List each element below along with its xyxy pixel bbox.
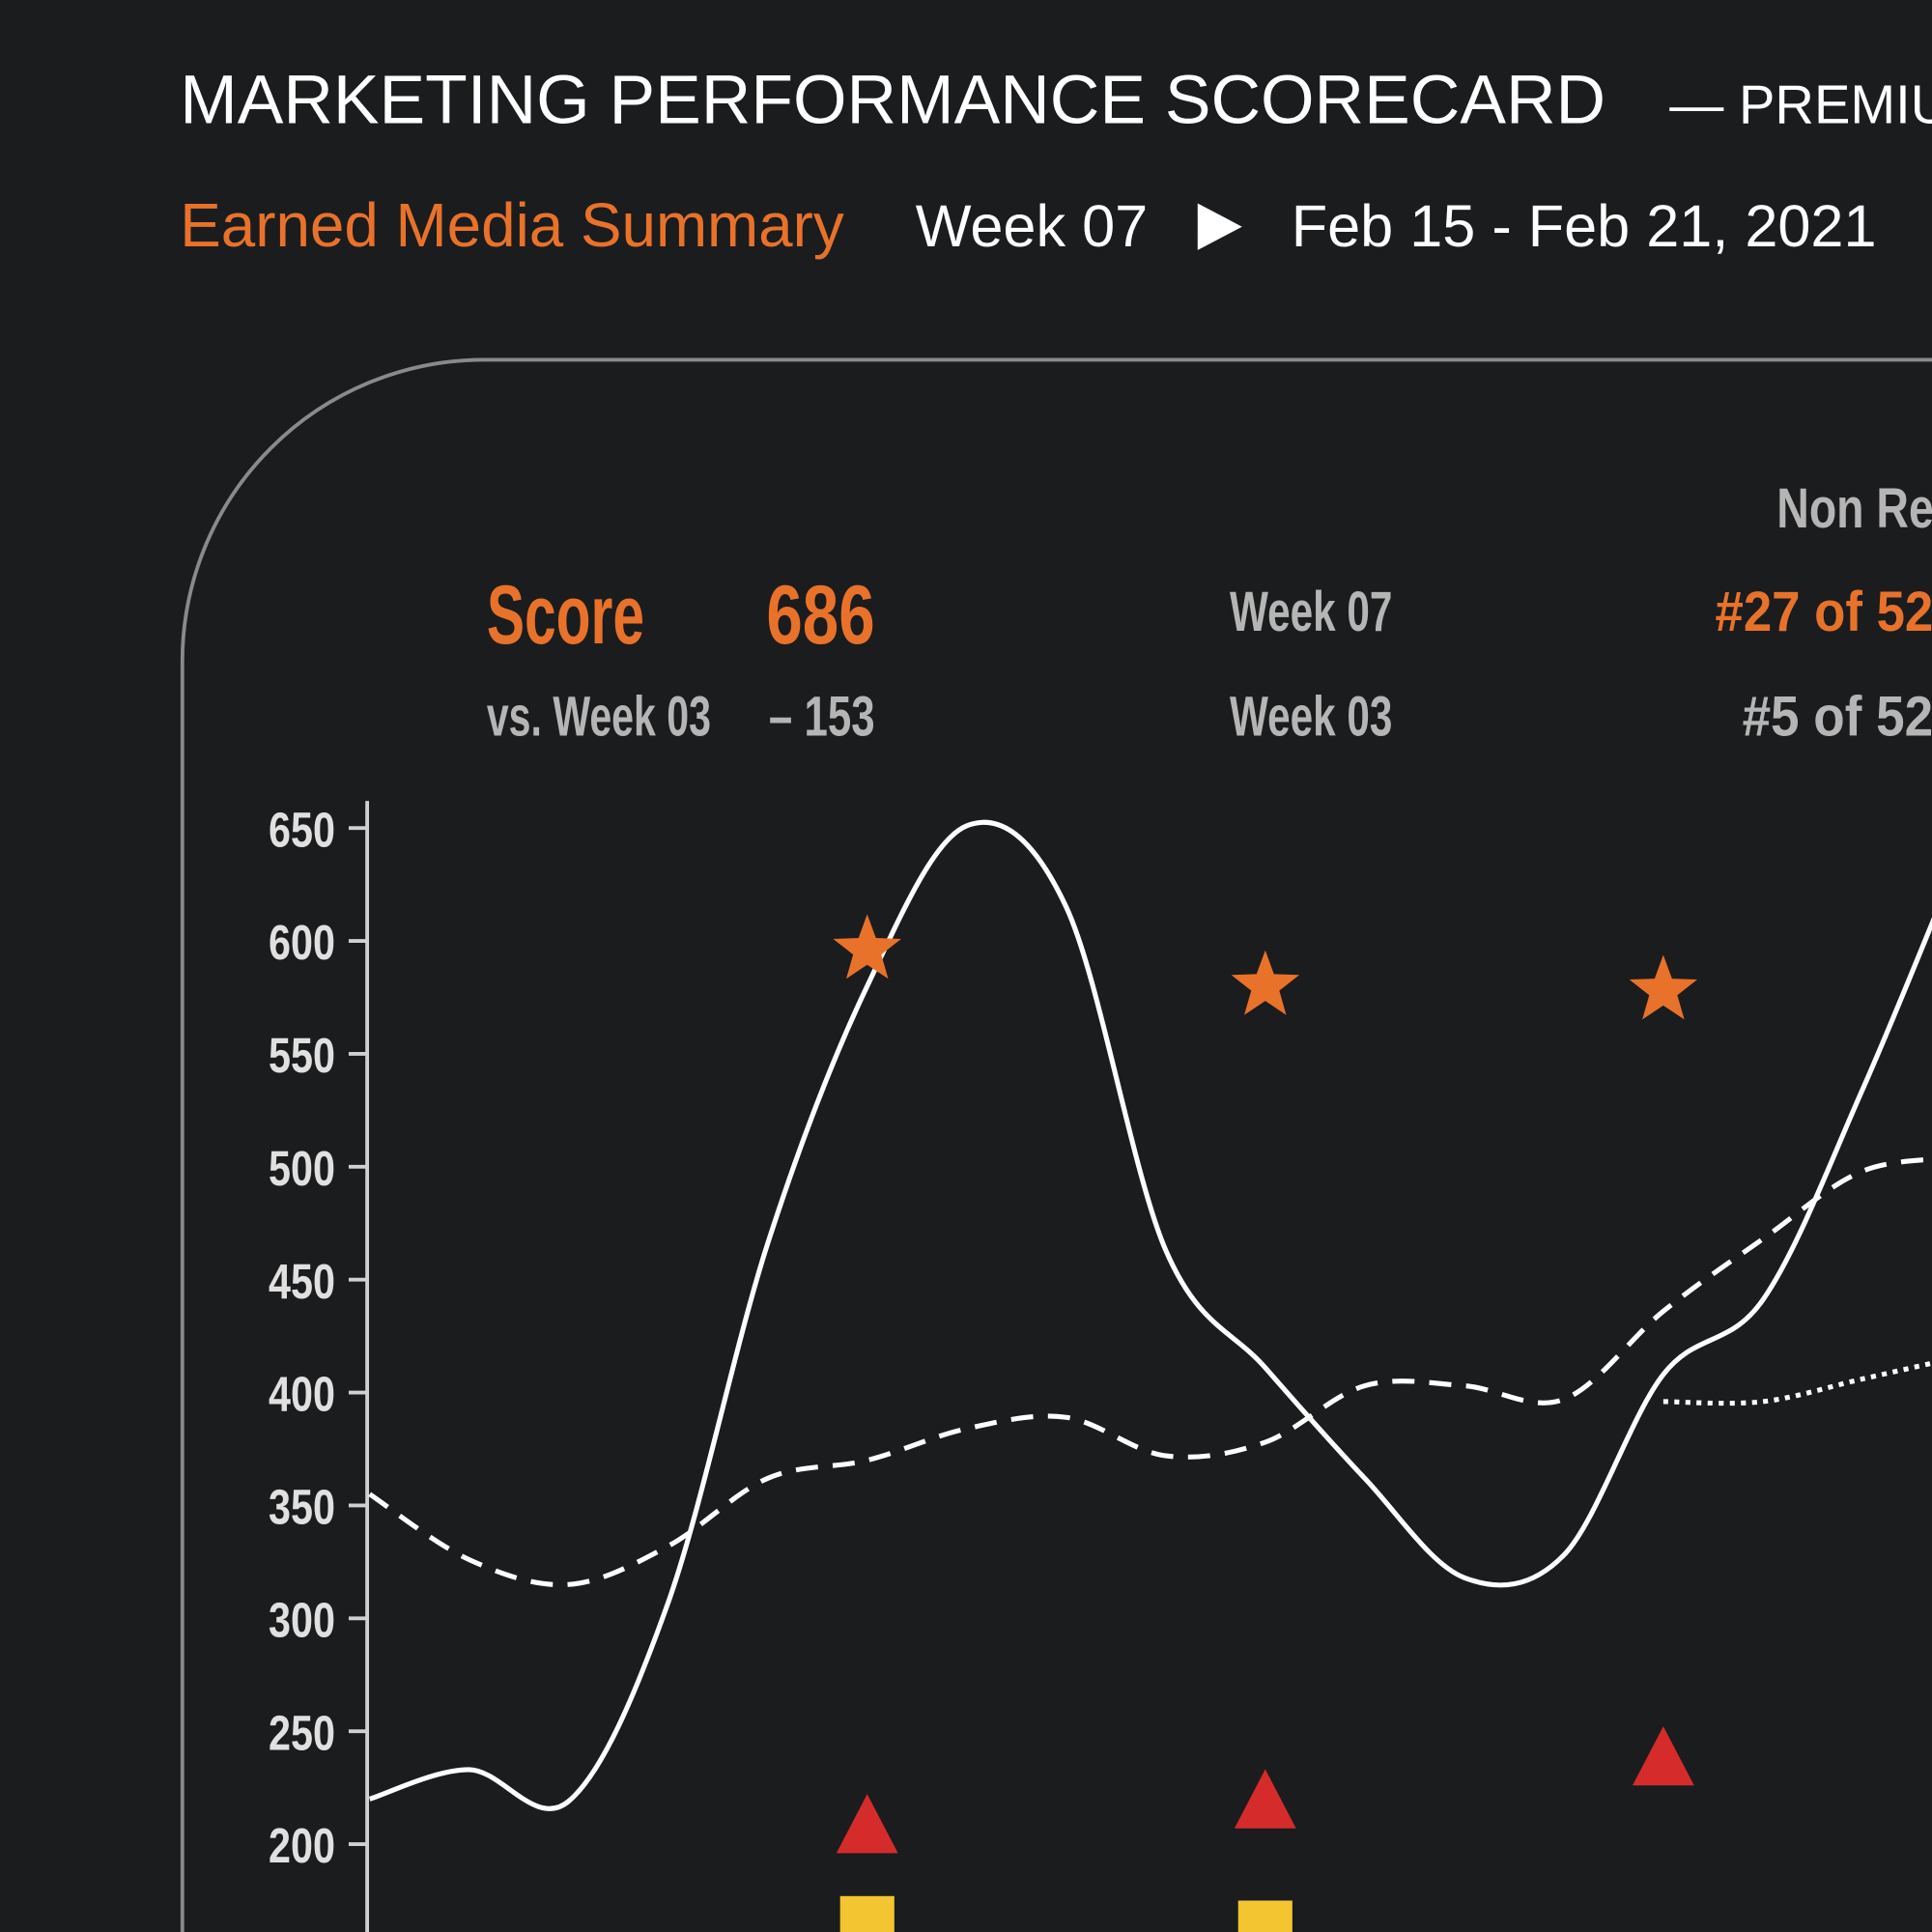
y-tick-label: 300 xyxy=(269,1592,335,1647)
square-marker xyxy=(839,1895,895,1932)
triangle-marker xyxy=(1234,1769,1296,1829)
y-tick-label: 500 xyxy=(269,1141,335,1196)
chart: 200 250 300 350 400 450 500 550 600 650 xyxy=(269,802,1932,1932)
y-tick-label: 450 xyxy=(269,1254,335,1309)
y-tick-label: 200 xyxy=(269,1818,335,1873)
title-suffix: — PREMIUM xyxy=(1669,74,1932,135)
y-tick-label: 550 xyxy=(269,1028,335,1083)
y-tick-label: 250 xyxy=(269,1705,335,1760)
square-marker xyxy=(1237,1900,1293,1932)
ranking-week: Week 07 xyxy=(1230,581,1392,643)
ranking-value: #5 of 527 xyxy=(1743,685,1932,748)
star-marker xyxy=(833,914,901,980)
line-dotted xyxy=(1662,1360,1932,1406)
triangle-marker xyxy=(836,1794,898,1854)
compare-value: – 153 xyxy=(769,685,875,748)
line-solid xyxy=(368,819,1932,1811)
line-dashed xyxy=(368,1156,1932,1588)
compare-label: vs. Week 03 xyxy=(487,685,711,748)
ranking-header: Non Retail xyxy=(1776,477,1932,540)
y-tick-label: 400 xyxy=(269,1367,335,1422)
date-range: Feb 15 - Feb 21, 2021 xyxy=(1292,193,1877,259)
star-marker xyxy=(1231,950,1300,1015)
score-label: Score xyxy=(487,568,644,662)
section-title: Earned Media Summary xyxy=(180,190,844,260)
y-tick-label: 650 xyxy=(269,802,335,857)
y-tick-label: 600 xyxy=(269,915,335,970)
arrow-icon xyxy=(1197,203,1242,250)
score-value: 686 xyxy=(766,568,874,662)
ranking-week: Week 03 xyxy=(1230,685,1392,748)
week-label: Week 07 xyxy=(916,193,1148,259)
ranking-value: #27 of 529 xyxy=(1716,581,1932,643)
title: MARKETING PERFORMANCE SCORECARD xyxy=(180,62,1605,139)
triangle-marker xyxy=(1632,1726,1694,1786)
star-marker xyxy=(1629,954,1698,1020)
panel-border xyxy=(180,357,1932,1932)
y-tick-label: 350 xyxy=(269,1480,335,1535)
